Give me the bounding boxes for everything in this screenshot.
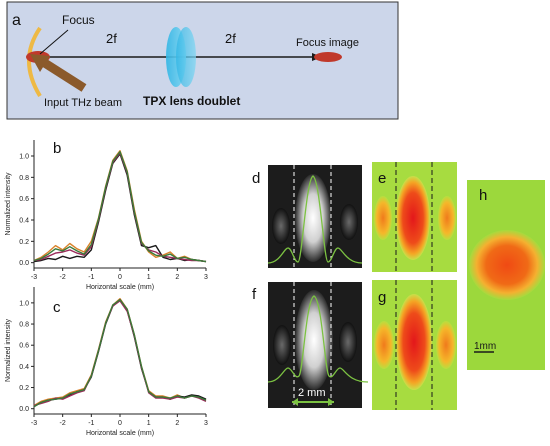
- lens-element-2: [176, 27, 196, 87]
- lens-label: TPX lens doublet: [143, 94, 240, 108]
- panel-h-letter: h: [479, 187, 487, 204]
- distance-left-label: 2f: [106, 31, 117, 46]
- y-tick-label: 1.0: [19, 154, 29, 161]
- x-tick-label: 1: [147, 274, 151, 281]
- y-axis-label: Normalized intensity: [5, 318, 12, 382]
- y-tick-label: 0.8: [19, 175, 29, 182]
- panel-h-image: 1mm h: [467, 180, 545, 370]
- y-tick-label: 0.4: [19, 218, 29, 225]
- y-tick-label: 0.2: [19, 385, 29, 392]
- panel-g-letter: g: [378, 289, 386, 306]
- scale-bar-arrow-right: [328, 398, 334, 406]
- panel-f-side-lobe-right: [339, 322, 357, 362]
- panel-a: a Focus Input THz beam 2f TPX lens doubl…: [6, 1, 399, 120]
- x-axis-label: Horizontal scale (mm): [86, 430, 154, 437]
- x-tick-label: 1: [147, 420, 151, 427]
- x-tick-label: 0: [118, 274, 122, 281]
- y-tick-label: 0.6: [19, 343, 29, 350]
- x-tick-label: -1: [88, 420, 94, 427]
- y-tick-label: 1.0: [19, 300, 29, 307]
- x-tick-label: 2: [175, 420, 179, 427]
- focus-label: Focus: [62, 13, 95, 27]
- input-beam-label: Input THz beam: [44, 97, 122, 109]
- panel-f-scale-label: 2 mm: [298, 387, 326, 399]
- panel-e-side-lobe-right: [438, 196, 456, 240]
- x-tick-label: -1: [88, 274, 94, 281]
- y-tick-label: 0.0: [19, 406, 29, 413]
- y-tick-label: 0.8: [19, 322, 29, 329]
- panel-d-side-lobe-left: [272, 208, 290, 244]
- panel-a-letter: a: [12, 12, 21, 29]
- y-tick-label: 0.0: [19, 260, 29, 267]
- series-line: [33, 300, 207, 407]
- x-axis-label: Horizontal scale (mm): [86, 284, 154, 291]
- panel-e-side-lobe-left: [374, 196, 392, 240]
- distance-right-label: 2f: [225, 31, 236, 46]
- panel-g-side-lobe-left: [374, 321, 394, 369]
- x-tick-label: 3: [204, 420, 208, 427]
- x-tick-label: 2: [175, 274, 179, 281]
- y-axis-label: Normalized intensity: [5, 172, 12, 236]
- y-tick-label: 0.2: [19, 239, 29, 246]
- panel-b-letter: b: [53, 140, 61, 157]
- input-beam-arrow: [37, 56, 87, 92]
- x-tick-label: -3: [31, 420, 37, 427]
- series-line: [33, 153, 207, 263]
- panel-h-scale-label: 1mm: [474, 341, 496, 352]
- panel-f-main-spot: [295, 290, 333, 390]
- scale-bar-arrow-left: [292, 398, 298, 406]
- series-line: [33, 149, 207, 263]
- panel-d-image: d: [252, 165, 363, 268]
- panel-d-side-lobe-right: [340, 204, 358, 240]
- x-tick-label: 3: [204, 274, 208, 281]
- panel-e-main-spot: [396, 176, 430, 260]
- focus-pointer: [39, 29, 69, 55]
- series-line: [33, 152, 207, 263]
- panel-e-image: e: [372, 162, 457, 272]
- panel-f-letter: f: [252, 286, 257, 303]
- panel-g-side-lobe-right: [436, 321, 456, 369]
- panel-d-main-spot: [295, 174, 331, 262]
- panel-f-side-lobe-left: [273, 325, 291, 365]
- focus-image-label: Focus image: [296, 37, 359, 49]
- chart-b: 0.0 0.2 0.4 0.6 0.8 1.0 -3 -2 -1 0 1 2 3 Horizontal s…: [5, 140, 208, 291]
- panel-f-image: 2 mm f: [252, 282, 369, 408]
- chart-c: 0.0 0.2 0.4 0.6 0.8 1.0 -3 -2 -1 0 1 2 3 Horizontal s…: [5, 287, 208, 437]
- y-tick-label: 0.4: [19, 364, 29, 371]
- panel-c-letter: c: [53, 299, 61, 316]
- input-beam-arrowhead: [30, 54, 50, 72]
- x-tick-label: -2: [60, 274, 66, 281]
- y-tick-label: 0.6: [19, 196, 29, 203]
- x-tick-label: -3: [31, 274, 37, 281]
- x-tick-label: 0: [118, 420, 122, 427]
- panel-h-main-spot: [469, 230, 545, 300]
- series-line: [33, 297, 207, 407]
- panel-f-profile-curve: [267, 295, 369, 383]
- panel-e-letter: e: [378, 170, 386, 187]
- panel-g-main-spot: [396, 294, 432, 390]
- panel-d-letter: d: [252, 170, 260, 187]
- series-line: [33, 150, 207, 263]
- series-line: [33, 299, 207, 408]
- panel-d-profile-curve: [267, 175, 363, 264]
- x-tick-label: -2: [60, 420, 66, 427]
- focus-image-spot: [314, 52, 342, 62]
- panel-g-image: g: [372, 280, 457, 410]
